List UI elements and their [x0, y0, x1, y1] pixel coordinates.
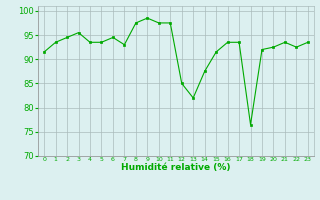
X-axis label: Humidité relative (%): Humidité relative (%): [121, 163, 231, 172]
